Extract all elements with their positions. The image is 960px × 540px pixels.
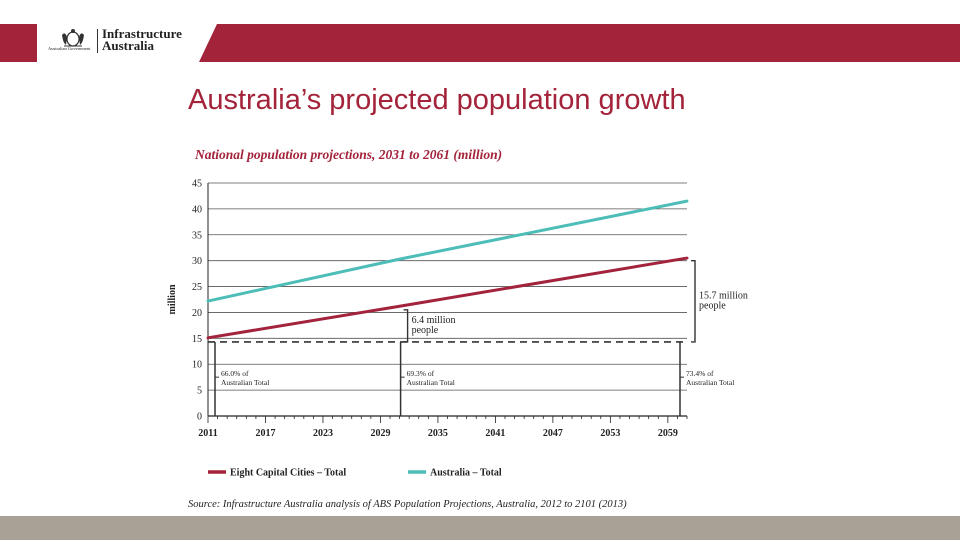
x-tick-label: 2053 <box>600 428 620 439</box>
callout-label: 15.7 million <box>699 290 748 301</box>
share-annotation-label: 73.4% of <box>686 369 714 378</box>
y-tick-label: 45 <box>192 179 202 190</box>
y-tick-label: 25 <box>192 282 202 293</box>
y-tick-label: 0 <box>197 412 202 423</box>
callout-bracket <box>403 309 409 343</box>
x-tick-label: 2017 <box>255 428 275 439</box>
y-tick-label: 5 <box>197 386 202 397</box>
x-tick-label: 2023 <box>313 428 333 439</box>
page-title: Australia’s projected population growth <box>188 84 686 116</box>
x-tick-label: 2029 <box>370 428 390 439</box>
share-annotation-label: 69.3% of <box>407 369 435 378</box>
y-tick-label: 20 <box>192 308 202 319</box>
series-line-2 <box>206 199 689 303</box>
legend-label: Australia – Total <box>430 468 502 479</box>
logo-divider <box>97 29 98 53</box>
y-axis-label: million <box>167 284 178 314</box>
logo-line2: Australia <box>102 38 154 53</box>
y-tick-label: 10 <box>192 360 202 371</box>
population-chart: 0 5 10 15 20 25 30 35 40 45 million 2011 2017 2023 202… <box>167 179 748 479</box>
callout-bracket <box>691 259 696 343</box>
callout-label: people <box>412 325 439 336</box>
y-tick-label: 30 <box>192 256 202 267</box>
series-line-1 <box>206 256 689 340</box>
share-annotation-label: 66.0% of <box>221 369 249 378</box>
logo-line1: Infrastructure <box>102 26 182 41</box>
x-tick-label: 2047 <box>543 428 563 439</box>
footer-band <box>0 516 960 540</box>
logo-panel <box>37 24 217 62</box>
chart-title: National population projections, 2031 to… <box>195 147 503 162</box>
callout-label: people <box>699 300 726 311</box>
share-annotation-label: Australian Total <box>221 378 269 387</box>
y-tick-label: 35 <box>192 230 202 241</box>
x-tick-label: 2041 <box>485 428 505 439</box>
callout-label: 6.4 million <box>412 315 456 326</box>
logo-wordmark[interactable]: Infrastructure Australia <box>102 26 182 53</box>
coat-of-arms-icon <box>62 29 84 47</box>
y-tick-label: 40 <box>192 204 202 215</box>
x-tick-label: 2059 <box>658 428 678 439</box>
share-annotation-label: Australian Total <box>407 378 455 387</box>
x-tick-label: 2035 <box>428 428 448 439</box>
x-tick-label: 2011 <box>198 428 217 439</box>
legend-label: Eight Capital Cities – Total <box>230 468 346 479</box>
y-tick-label: 15 <box>192 334 202 345</box>
share-annotation-label: Australian Total <box>686 378 734 387</box>
government-label: Australian Government <box>48 46 91 51</box>
source-note: Source: Infrastructure Australia analysi… <box>188 499 627 510</box>
